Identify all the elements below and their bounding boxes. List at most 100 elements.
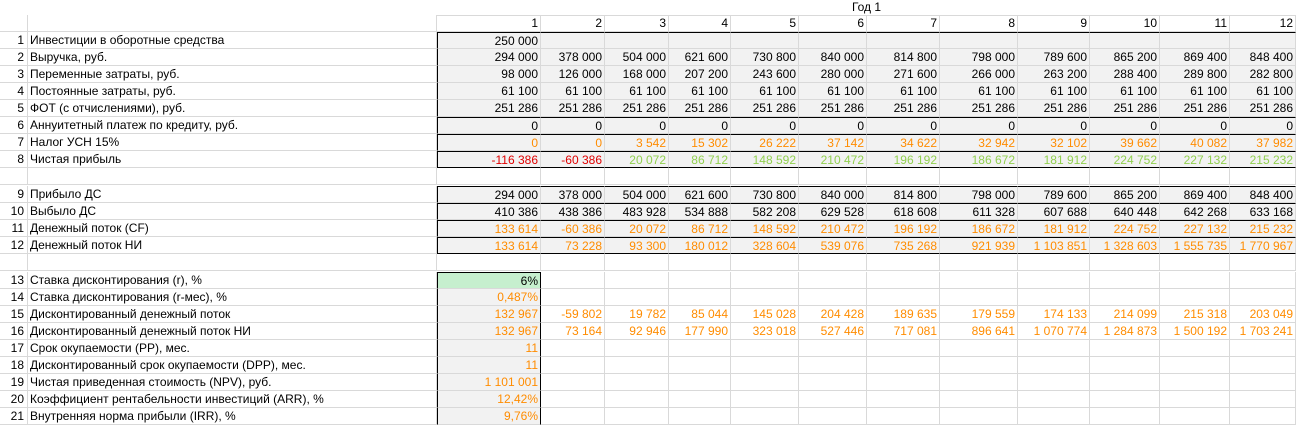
row-label[interactable] xyxy=(28,168,437,185)
data-cell[interactable]: 611 328 xyxy=(940,203,1018,220)
data-cell[interactable] xyxy=(669,289,731,306)
data-cell[interactable]: 0 xyxy=(1018,117,1090,134)
data-cell[interactable]: 3 542 xyxy=(605,134,669,151)
data-cell[interactable] xyxy=(867,391,940,408)
data-cell[interactable]: 250 000 xyxy=(437,32,541,49)
col-header-11[interactable]: 11 xyxy=(1160,15,1230,32)
data-cell[interactable]: 37 982 xyxy=(1230,134,1296,151)
year-header[interactable]: Год 1 xyxy=(437,0,1296,16)
data-cell[interactable]: 32 102 xyxy=(1018,134,1090,151)
data-cell[interactable] xyxy=(1230,408,1296,425)
data-cell[interactable] xyxy=(799,408,867,425)
row-label[interactable]: Денежный поток (CF) xyxy=(28,220,437,237)
data-cell[interactable] xyxy=(669,340,731,357)
data-cell[interactable]: 0 xyxy=(541,134,605,151)
data-cell[interactable]: 378 000 xyxy=(541,186,605,203)
data-cell[interactable]: 40 082 xyxy=(1160,134,1230,151)
data-cell[interactable] xyxy=(1160,168,1230,185)
data-cell[interactable]: 133 614 xyxy=(437,220,541,237)
data-cell[interactable] xyxy=(1090,254,1160,271)
data-cell[interactable] xyxy=(867,340,940,357)
row-label[interactable]: Постоянные затраты, руб. xyxy=(28,83,437,100)
data-cell[interactable] xyxy=(867,289,940,306)
data-cell[interactable]: 527 446 xyxy=(799,323,867,340)
row-number[interactable]: 15 xyxy=(0,306,28,323)
data-cell[interactable] xyxy=(867,168,940,185)
data-cell[interactable] xyxy=(605,168,669,185)
data-cell[interactable] xyxy=(437,168,541,185)
data-cell[interactable]: 328 604 xyxy=(731,237,799,254)
row-label[interactable]: Дисконтированный денежный поток xyxy=(28,306,437,323)
data-cell[interactable]: 251 286 xyxy=(1160,100,1230,117)
data-cell[interactable]: 642 268 xyxy=(1160,203,1230,220)
data-cell[interactable]: 865 200 xyxy=(1090,186,1160,203)
data-cell[interactable]: 798 000 xyxy=(940,186,1018,203)
data-cell[interactable]: 179 559 xyxy=(940,306,1018,323)
data-cell[interactable]: 214 099 xyxy=(1090,306,1160,323)
data-cell[interactable] xyxy=(940,374,1018,391)
data-cell[interactable]: 174 133 xyxy=(1018,306,1090,323)
data-cell[interactable]: 61 100 xyxy=(731,83,799,100)
data-cell[interactable] xyxy=(1090,408,1160,425)
row-number[interactable]: 20 xyxy=(0,391,28,408)
row-number[interactable]: 4 xyxy=(0,83,28,100)
data-cell[interactable] xyxy=(605,357,669,374)
data-cell[interactable]: 251 286 xyxy=(867,100,940,117)
data-cell[interactable] xyxy=(731,374,799,391)
data-cell[interactable] xyxy=(1230,168,1296,185)
data-cell[interactable]: 61 100 xyxy=(541,83,605,100)
data-cell[interactable] xyxy=(1018,408,1090,425)
row-label[interactable]: Налог УСН 15% xyxy=(28,134,437,151)
row-label[interactable]: Чистая приведенная стоимость (NPV), руб. xyxy=(28,374,437,391)
data-cell[interactable]: 215 318 xyxy=(1160,306,1230,323)
row-label[interactable]: Денежный поток НИ xyxy=(28,237,437,254)
data-cell[interactable] xyxy=(541,168,605,185)
data-cell[interactable]: 504 000 xyxy=(605,49,669,66)
data-cell[interactable] xyxy=(605,391,669,408)
row-label[interactable]: Чистая прибыль xyxy=(28,151,437,168)
row-number[interactable]: 16 xyxy=(0,323,28,340)
row-number[interactable] xyxy=(0,168,28,185)
data-cell[interactable] xyxy=(1160,272,1230,289)
data-cell[interactable] xyxy=(799,357,867,374)
data-cell[interactable]: 20 072 xyxy=(605,220,669,237)
data-cell[interactable] xyxy=(940,272,1018,289)
data-cell[interactable]: 251 286 xyxy=(437,100,541,117)
data-cell[interactable]: 251 286 xyxy=(541,100,605,117)
data-cell[interactable] xyxy=(1230,340,1296,357)
data-cell[interactable]: 629 528 xyxy=(799,203,867,220)
row-label[interactable]: Ставка дисконтирования (r-мес), % xyxy=(28,289,437,306)
row-number[interactable]: 18 xyxy=(0,357,28,374)
data-cell[interactable]: 61 100 xyxy=(940,83,1018,100)
data-cell[interactable] xyxy=(669,254,731,271)
data-cell[interactable] xyxy=(437,254,541,271)
data-cell[interactable]: 840 000 xyxy=(799,49,867,66)
data-cell[interactable] xyxy=(940,357,1018,374)
data-cell[interactable] xyxy=(669,168,731,185)
data-cell[interactable]: 32 942 xyxy=(940,134,1018,151)
col-header-4[interactable]: 4 xyxy=(669,15,731,32)
data-cell[interactable]: 640 448 xyxy=(1090,203,1160,220)
row-label[interactable]: ФОТ (с отчислениями), руб. xyxy=(28,100,437,117)
data-cell[interactable] xyxy=(669,272,731,289)
row-number[interactable]: 5 xyxy=(0,100,28,117)
data-cell[interactable] xyxy=(799,272,867,289)
data-cell[interactable] xyxy=(731,357,799,374)
data-cell[interactable] xyxy=(541,340,605,357)
data-cell[interactable]: 848 400 xyxy=(1230,186,1296,203)
data-cell[interactable]: 282 800 xyxy=(1230,66,1296,83)
header-blank-cell[interactable] xyxy=(28,15,437,32)
data-cell[interactable]: 61 100 xyxy=(867,83,940,100)
data-cell[interactable] xyxy=(541,32,605,49)
data-cell[interactable]: 266 000 xyxy=(940,66,1018,83)
data-cell[interactable] xyxy=(731,168,799,185)
row-label[interactable]: Срок окупаемости (PP), мес. xyxy=(28,340,437,357)
data-cell[interactable] xyxy=(1160,357,1230,374)
data-cell[interactable] xyxy=(1090,32,1160,49)
data-cell[interactable] xyxy=(1090,272,1160,289)
data-cell[interactable] xyxy=(799,340,867,357)
data-cell[interactable] xyxy=(1090,357,1160,374)
data-cell[interactable]: 0 xyxy=(437,117,541,134)
data-cell[interactable] xyxy=(867,32,940,49)
data-cell[interactable]: 19 782 xyxy=(605,306,669,323)
